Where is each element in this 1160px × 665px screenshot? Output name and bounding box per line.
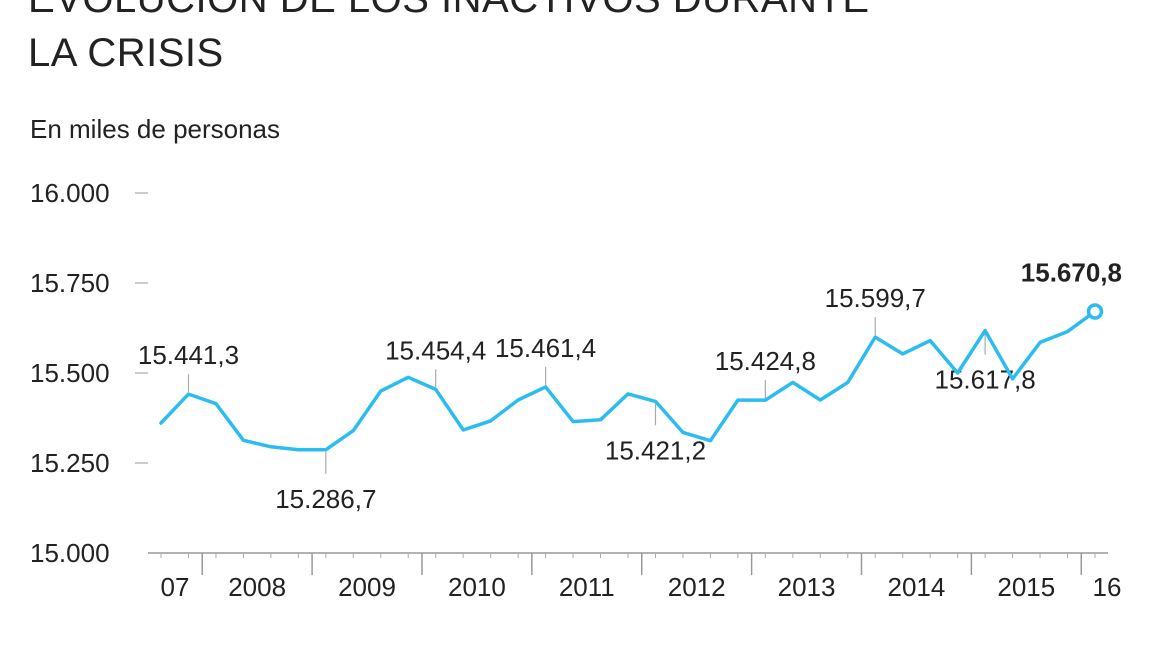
x-year-label: 2012 [668,572,726,602]
chart-title-line-2: LA CRISIS [28,31,224,75]
data-annotation: 15.454,4 [385,335,486,365]
data-annotation: 15.670,8 [1021,258,1122,288]
series-line [159,309,1097,452]
x-year-label: 2014 [888,572,946,602]
data-annotation: 15.461,4 [495,333,596,363]
data-annotation: 15.424,8 [715,346,816,376]
data-annotation: 15.599,7 [825,283,926,313]
x-year-label: 07 [161,572,190,602]
x-year-label: 2009 [338,572,396,602]
y-tick-label: 15.750 [30,268,110,298]
y-tick-label: 16.000 [30,178,110,208]
x-year-label: 16 [1093,572,1122,602]
y-tick-label: 15.500 [30,358,110,388]
x-year-label: 2013 [778,572,836,602]
chart-title: EVOLUCIÓN DE LOS INACTIVOS DURANTE LA CR… [28,0,870,80]
data-annotation: 15.441,3 [138,340,239,370]
chart-subtitle: En miles de personas [30,114,281,144]
chart-title-line-1: EVOLUCIÓN DE LOS INACTIVOS DURANTE [28,0,870,26]
x-year-label: 2008 [228,572,286,602]
data-annotation: 15.421,2 [605,435,706,465]
x-year-label: 2011 [559,572,615,602]
data-annotation: 15.286,7 [275,484,376,514]
end-point-marker [1086,303,1104,320]
y-tick-label: 15.250 [30,448,110,478]
x-year-label: 2010 [448,572,506,602]
x-year-label: 2015 [997,572,1055,602]
y-tick-label: 15.000 [30,538,110,568]
